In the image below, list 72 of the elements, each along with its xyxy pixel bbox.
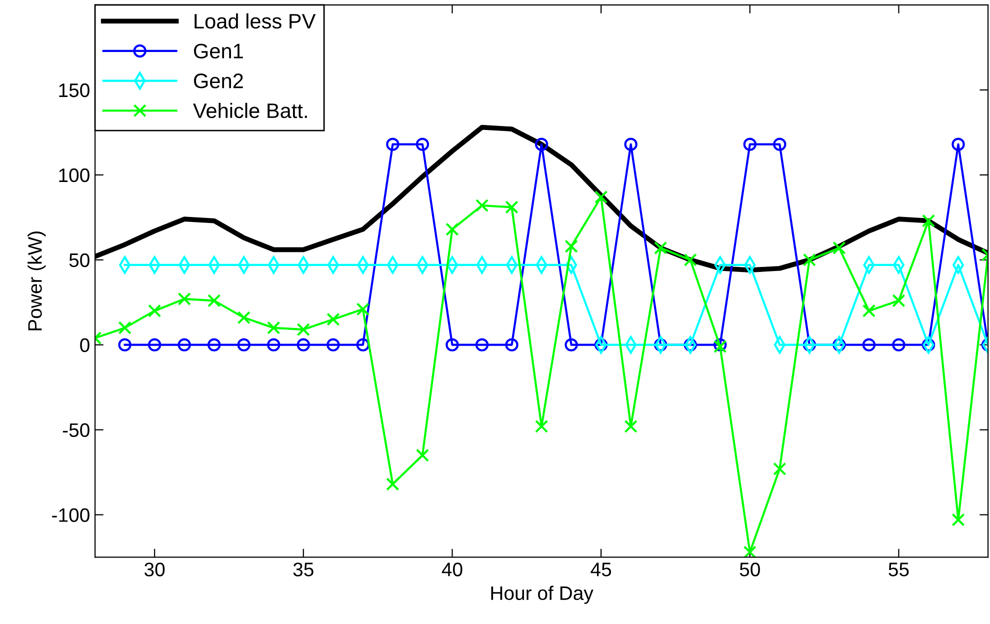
point bbox=[475, 338, 489, 352]
y-tick-label: -50 bbox=[62, 423, 90, 438]
y-tick-label: -100 bbox=[52, 508, 90, 522]
point bbox=[654, 338, 668, 352]
point bbox=[208, 294, 221, 308]
point bbox=[267, 338, 280, 352]
point bbox=[802, 338, 816, 352]
point bbox=[743, 546, 756, 558]
point bbox=[505, 200, 518, 214]
point bbox=[386, 138, 400, 151]
point bbox=[237, 338, 250, 352]
point bbox=[773, 138, 786, 151]
point bbox=[178, 292, 191, 306]
x-tick-label: 45 bbox=[590, 562, 612, 576]
point bbox=[326, 338, 340, 352]
point bbox=[386, 478, 400, 491]
point bbox=[743, 138, 756, 151]
point bbox=[416, 448, 430, 462]
point bbox=[624, 420, 638, 433]
point bbox=[356, 302, 370, 316]
point bbox=[534, 420, 548, 433]
point bbox=[296, 338, 310, 352]
point bbox=[564, 240, 578, 253]
point bbox=[892, 294, 906, 308]
x-axis-title: Hour of Day bbox=[491, 586, 594, 604]
point bbox=[237, 311, 250, 324]
point bbox=[208, 338, 221, 352]
point bbox=[862, 304, 876, 318]
point bbox=[505, 338, 518, 352]
point bbox=[654, 241, 668, 255]
point bbox=[952, 138, 965, 151]
x-tick-label: 55 bbox=[888, 562, 909, 576]
x-tick-label: 40 bbox=[442, 562, 462, 576]
point bbox=[862, 338, 876, 352]
y-tick-label: 150 bbox=[59, 83, 90, 98]
point bbox=[624, 138, 638, 151]
point bbox=[356, 338, 370, 352]
point bbox=[952, 513, 965, 526]
point bbox=[832, 241, 846, 255]
point bbox=[684, 253, 697, 266]
point bbox=[148, 338, 162, 352]
x-tick-label: 50 bbox=[740, 562, 760, 576]
point bbox=[802, 253, 816, 266]
point bbox=[446, 338, 459, 352]
legend-label: Load less PV bbox=[194, 13, 316, 29]
x-tick-label: 35 bbox=[293, 562, 314, 576]
point bbox=[326, 312, 340, 326]
point bbox=[118, 321, 132, 334]
point bbox=[296, 322, 310, 336]
legend-label: Vehicle Batt. bbox=[193, 102, 307, 118]
point bbox=[773, 462, 786, 476]
point bbox=[892, 338, 906, 352]
point bbox=[267, 321, 280, 334]
point bbox=[178, 338, 191, 352]
point bbox=[416, 138, 430, 151]
point bbox=[564, 338, 578, 352]
point bbox=[832, 338, 846, 352]
point bbox=[922, 214, 936, 228]
y-tick-label: 50 bbox=[69, 253, 90, 268]
point bbox=[594, 190, 608, 204]
point bbox=[446, 222, 459, 236]
point bbox=[475, 198, 489, 212]
y-axis-title: Power (kW) bbox=[28, 232, 46, 330]
y-tick-label: 0 bbox=[80, 338, 90, 352]
legend-label: Gen1 bbox=[194, 44, 243, 58]
y-tick-label: 100 bbox=[59, 168, 90, 182]
point bbox=[684, 338, 697, 352]
legend-label: Gen2 bbox=[194, 74, 243, 88]
point bbox=[148, 304, 162, 318]
point bbox=[118, 338, 132, 352]
point bbox=[534, 138, 548, 151]
x-tick-label: 30 bbox=[144, 562, 165, 576]
